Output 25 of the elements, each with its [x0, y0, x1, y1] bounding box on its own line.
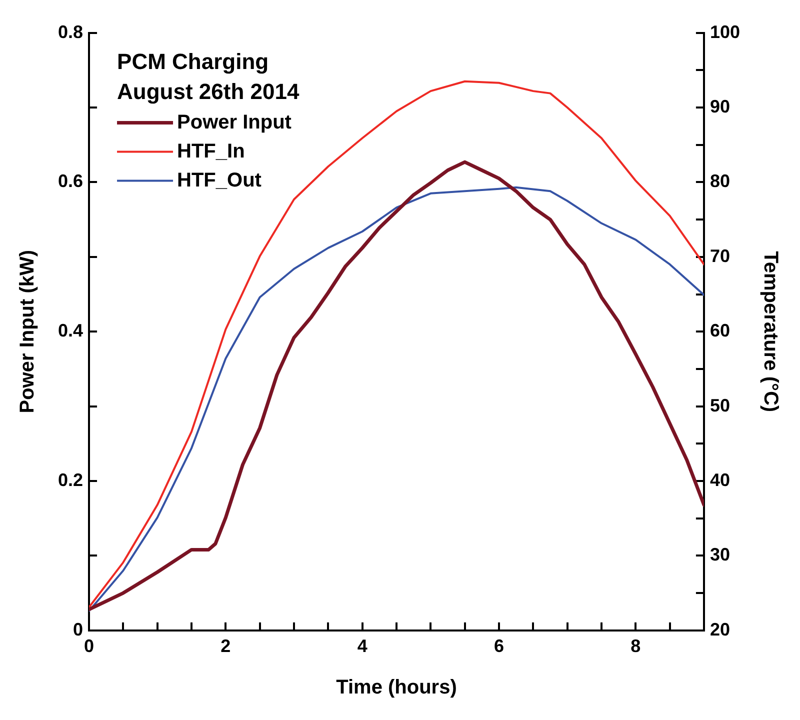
x-tick-label: 8: [630, 636, 641, 656]
legend-label: HTF_Out: [177, 169, 262, 192]
x-tick-label: 6: [494, 636, 504, 656]
y2-tick-label: 20: [710, 619, 730, 640]
y-tick-label: 0.6: [58, 171, 84, 192]
y-axis-title: Power Input (kW): [16, 250, 39, 414]
y2-tick-label: 100: [710, 22, 740, 42]
x-tick-label: 2: [220, 636, 231, 656]
legend-title: PCM Charging August 26th 2014: [117, 48, 300, 104]
x-axis-title: Time (hours): [336, 676, 457, 699]
y-tick-label: 0.4: [58, 320, 84, 341]
y-tick-label: 0.2: [58, 470, 84, 490]
legend-label: Power Input: [177, 111, 292, 134]
x-tick-label: 4: [357, 636, 368, 656]
y2-tick-label: 90: [710, 96, 730, 116]
y-tick-label: 0.8: [58, 22, 84, 42]
y2-tick-label: 70: [710, 246, 730, 266]
y2-tick-label: 50: [710, 395, 730, 416]
legend-label: HTF_In: [177, 140, 245, 162]
y-tick-label: 0: [73, 619, 84, 640]
y2-tick-label: 40: [710, 470, 730, 490]
y2-tick-label: 80: [710, 171, 730, 192]
y2-tick-label: 60: [710, 320, 730, 341]
y2-tick-label: 30: [710, 544, 730, 565]
y2-axis-title: Temperature (°C): [759, 251, 782, 412]
